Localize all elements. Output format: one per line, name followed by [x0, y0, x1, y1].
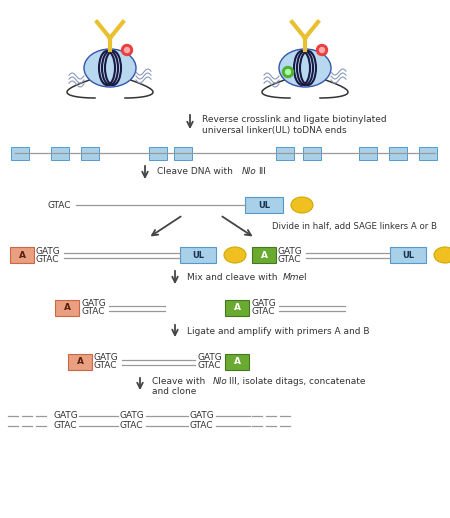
Text: A: A	[234, 357, 240, 367]
FancyBboxPatch shape	[245, 197, 283, 213]
Text: Ligate and amplify with primers A and B: Ligate and amplify with primers A and B	[187, 326, 369, 336]
Text: Mme: Mme	[283, 272, 305, 281]
Text: GTAC: GTAC	[53, 422, 76, 430]
FancyBboxPatch shape	[81, 147, 99, 160]
Ellipse shape	[279, 49, 331, 87]
Text: B: B	[232, 251, 238, 260]
Ellipse shape	[291, 197, 313, 213]
Text: GATG: GATG	[36, 247, 61, 255]
Text: GATG: GATG	[81, 299, 106, 309]
FancyBboxPatch shape	[390, 247, 426, 263]
Text: B: B	[441, 251, 449, 260]
Circle shape	[316, 45, 328, 55]
FancyBboxPatch shape	[149, 147, 167, 160]
Text: GTAC: GTAC	[120, 422, 144, 430]
Text: A: A	[63, 304, 71, 312]
Text: GATG: GATG	[197, 353, 222, 363]
Circle shape	[285, 69, 291, 75]
Text: Divide in half, add SAGE linkers A or B: Divide in half, add SAGE linkers A or B	[272, 222, 437, 231]
FancyBboxPatch shape	[55, 300, 79, 316]
FancyBboxPatch shape	[359, 147, 377, 160]
Text: A: A	[261, 251, 267, 260]
Text: Nlo: Nlo	[213, 378, 228, 386]
Text: GATG: GATG	[251, 299, 276, 309]
Text: A: A	[234, 304, 240, 312]
Text: GATG: GATG	[120, 411, 145, 421]
Text: Reverse crosslink and ligate biotinylated: Reverse crosslink and ligate biotinylate…	[202, 116, 387, 124]
Text: GTAC: GTAC	[278, 254, 302, 264]
Text: III, isolate ditags, concatenate: III, isolate ditags, concatenate	[229, 378, 365, 386]
Circle shape	[122, 45, 132, 55]
Ellipse shape	[434, 247, 450, 263]
FancyBboxPatch shape	[68, 354, 92, 370]
Text: I: I	[303, 272, 306, 281]
Text: GTAC: GTAC	[190, 422, 213, 430]
Text: Cleave DNA with: Cleave DNA with	[157, 167, 236, 177]
Text: GTAC: GTAC	[94, 362, 117, 370]
Ellipse shape	[224, 247, 246, 263]
FancyBboxPatch shape	[225, 354, 249, 370]
Text: GTAC: GTAC	[36, 254, 59, 264]
Text: GATG: GATG	[278, 247, 303, 255]
FancyBboxPatch shape	[174, 147, 192, 160]
FancyBboxPatch shape	[252, 247, 276, 263]
Text: Cleave with: Cleave with	[152, 378, 208, 386]
Text: UL: UL	[402, 251, 414, 260]
Text: Nlo: Nlo	[242, 167, 257, 177]
Text: GATG: GATG	[53, 411, 78, 421]
FancyBboxPatch shape	[180, 247, 216, 263]
Text: B: B	[298, 200, 306, 209]
FancyBboxPatch shape	[51, 147, 69, 160]
Text: GTAC: GTAC	[81, 308, 104, 316]
Circle shape	[283, 66, 293, 78]
Text: UL: UL	[258, 200, 270, 209]
Text: GATG: GATG	[190, 411, 215, 421]
FancyBboxPatch shape	[276, 147, 294, 160]
Circle shape	[320, 48, 324, 52]
Text: GTAC: GTAC	[197, 362, 220, 370]
FancyBboxPatch shape	[389, 147, 407, 160]
Text: universal linker(UL) toDNA ends: universal linker(UL) toDNA ends	[202, 125, 346, 135]
Text: GTAC: GTAC	[251, 308, 274, 316]
Text: III: III	[258, 167, 266, 177]
FancyBboxPatch shape	[419, 147, 437, 160]
Text: and clone: and clone	[152, 387, 196, 396]
FancyBboxPatch shape	[303, 147, 321, 160]
Circle shape	[125, 48, 130, 52]
Text: GTAC: GTAC	[48, 200, 72, 209]
Text: A: A	[76, 357, 84, 367]
FancyBboxPatch shape	[225, 300, 249, 316]
FancyBboxPatch shape	[10, 247, 34, 263]
Ellipse shape	[84, 49, 136, 87]
FancyBboxPatch shape	[11, 147, 29, 160]
Text: Mix and cleave with: Mix and cleave with	[187, 272, 280, 281]
Text: UL: UL	[192, 251, 204, 260]
Text: A: A	[18, 251, 26, 260]
Text: GATG: GATG	[94, 353, 119, 363]
